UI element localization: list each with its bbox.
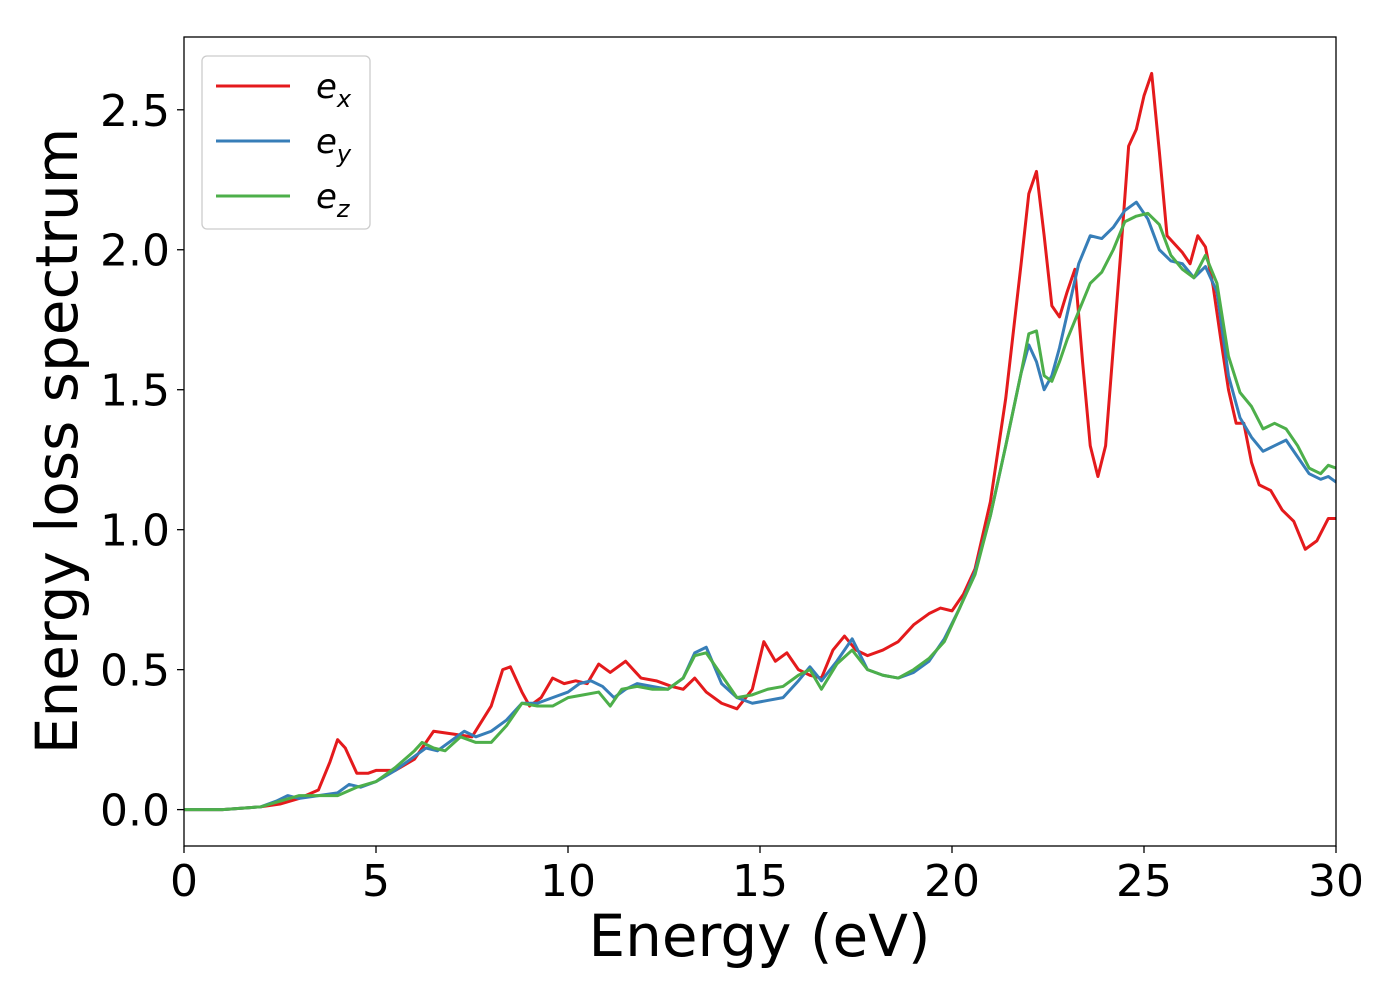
x-axis-title: Energy (eV) <box>588 902 930 970</box>
y-tick-label: 0.0 <box>100 786 170 837</box>
x-tick-label: 0 <box>170 856 198 907</box>
legend-label-x: ex <box>316 67 352 113</box>
series-line-e-y <box>184 200 1336 812</box>
legend-label-z: ez <box>316 177 351 223</box>
x-tick-label: 15 <box>732 856 788 907</box>
legend: ex ey ez <box>201 55 371 230</box>
y-tick-label: 1.0 <box>100 506 170 557</box>
y-tick-label: 0.5 <box>100 646 170 697</box>
y-tick-label: 1.5 <box>100 366 170 417</box>
axes-layer: 0 5 10 15 20 25 30 0.0 0.5 1.0 1.5 2.0 2.5 <box>100 36 1364 907</box>
series-line-e-z <box>184 211 1336 812</box>
legend-label-y: ey <box>316 122 352 168</box>
series-line-e-x <box>184 71 1336 812</box>
x-tick-label: 10 <box>540 856 596 907</box>
plot-layer <box>184 71 1336 812</box>
y-tick-label: 2.5 <box>100 86 170 137</box>
y-tick-label: 2.0 <box>100 226 170 277</box>
x-tick-label: 5 <box>362 856 390 907</box>
y-axis-title: Energy loss spectrum <box>23 128 91 754</box>
x-tick-label: 30 <box>1308 856 1364 907</box>
x-tick-label: 25 <box>1116 856 1172 907</box>
x-tick-label: 20 <box>924 856 980 907</box>
